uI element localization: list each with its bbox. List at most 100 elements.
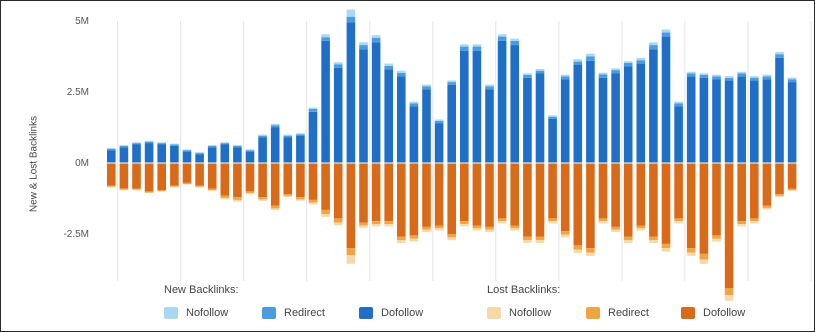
bar-lost-dofollow — [497, 163, 507, 219]
bar-lost-redirect — [321, 209, 330, 215]
bar-new-nofollow — [283, 134, 293, 136]
bar-lost-nofollow — [460, 224, 469, 227]
bar-new-nofollow — [384, 63, 393, 66]
bar-new-dofollow — [308, 111, 318, 163]
bar-new-dofollow — [333, 67, 343, 163]
bar-lost-redirect — [623, 236, 633, 241]
legend-item-new-redirect[interactable]: Redirect — [262, 307, 325, 319]
bar-lost-nofollow — [598, 221, 608, 224]
bar-lost-dofollow — [535, 163, 545, 237]
y-tick-label: 0M — [75, 158, 89, 169]
bar-lost-nofollow — [485, 229, 494, 232]
bar-lost-nofollow — [434, 228, 444, 231]
bar-new-nofollow — [636, 57, 646, 61]
bar-new-dofollow — [119, 147, 129, 163]
bar-new-redirect — [422, 86, 431, 90]
bar-new-dofollow — [220, 144, 230, 163]
bar-new-nofollow — [686, 71, 696, 74]
bar-new-dofollow — [371, 42, 381, 163]
bar-new-dofollow — [674, 106, 683, 163]
bar-new-redirect — [296, 134, 305, 136]
bar-lost-redirect — [195, 185, 204, 187]
bar-lost-dofollow — [611, 163, 620, 227]
bar-lost-nofollow — [750, 221, 759, 224]
bar-new-redirect — [775, 54, 784, 58]
bar-new-dofollow — [346, 22, 356, 164]
bar-new-redirect — [384, 65, 393, 70]
bar-new-dofollow — [397, 76, 406, 163]
bar-new-redirect — [182, 150, 192, 152]
bar-new-redirect — [724, 77, 734, 81]
bar-lost-dofollow — [107, 163, 116, 186]
legend-swatch — [586, 307, 600, 319]
bar-new-redirect — [523, 75, 532, 78]
bar-new-dofollow — [144, 143, 154, 163]
bar-lost-redirect — [686, 248, 696, 253]
bar-new-nofollow — [422, 84, 431, 87]
bar-new-nofollow — [611, 68, 620, 71]
bar-lost-dofollow — [333, 163, 343, 219]
bar-new-nofollow — [409, 101, 419, 104]
bar-lost-dofollow — [258, 163, 267, 198]
bar-new-redirect — [674, 103, 683, 107]
bar-new-nofollow — [737, 71, 746, 74]
y-tick-label: 2.5M — [67, 87, 89, 98]
bar-lost-redirect — [674, 218, 683, 222]
bar-lost-nofollow — [296, 199, 305, 201]
bar-new-nofollow — [220, 142, 230, 144]
bar-new-dofollow — [586, 60, 595, 163]
bar-new-dofollow — [245, 151, 255, 163]
bar-new-nofollow — [132, 142, 141, 144]
bar-new-nofollow — [371, 35, 381, 38]
bar-lost-redirect — [422, 226, 431, 230]
legend-label: Nofollow — [186, 307, 229, 319]
bar-lost-nofollow — [270, 208, 280, 211]
bar-new-dofollow — [649, 49, 658, 163]
bar-lost-nofollow — [548, 221, 557, 224]
bar-new-redirect — [649, 45, 658, 50]
legend-item-new-dofollow[interactable]: Dofollow — [359, 307, 423, 319]
bar-new-dofollow — [573, 65, 583, 163]
bar-new-redirect — [245, 150, 255, 152]
bar-lost-dofollow — [182, 163, 192, 183]
bar-new-nofollow — [258, 134, 267, 136]
bar-lost-dofollow — [485, 163, 494, 227]
bar-lost-nofollow — [195, 186, 204, 188]
legend-item-lost-dofollow[interactable]: Dofollow — [681, 307, 745, 319]
legend-item-lost-nofollow[interactable]: Nofollow — [487, 307, 551, 319]
bar-lost-dofollow — [144, 163, 154, 192]
bar-lost-dofollow — [699, 163, 709, 254]
bar-new-dofollow — [422, 89, 431, 163]
bar-lost-dofollow — [661, 163, 671, 244]
bar-new-nofollow — [573, 59, 583, 62]
bar-new-dofollow — [258, 137, 267, 163]
bar-new-redirect — [611, 70, 620, 74]
bar-lost-nofollow — [649, 240, 658, 243]
bar-new-nofollow — [359, 42, 368, 46]
bar-lost-redirect — [611, 226, 620, 230]
bar-lost-nofollow — [283, 195, 293, 197]
bar-new-redirect — [750, 77, 759, 81]
bar-lost-dofollow — [724, 163, 734, 288]
bar-lost-nofollow — [359, 225, 368, 228]
legend-item-new-nofollow[interactable]: Nofollow — [164, 307, 228, 319]
bar-lost-nofollow — [686, 252, 696, 256]
y-tick-label: -2.5M — [63, 229, 89, 240]
bar-lost-dofollow — [359, 163, 368, 223]
bar-new-nofollow — [233, 145, 242, 146]
bar-lost-nofollow — [573, 249, 583, 253]
legend-item-lost-redirect[interactable]: Redirect — [586, 307, 649, 319]
bar-new-nofollow — [674, 101, 683, 104]
bar-new-nofollow — [775, 52, 784, 55]
bar-lost-nofollow — [737, 224, 746, 227]
bar-lost-redirect — [384, 221, 393, 224]
bar-new-dofollow — [598, 77, 608, 163]
bar-new-nofollow — [598, 72, 608, 75]
bar-lost-nofollow — [787, 190, 797, 191]
bar-lost-dofollow — [132, 163, 141, 189]
bar-new-dofollow — [548, 119, 557, 163]
bar-lost-dofollow — [384, 163, 393, 222]
y-axis-label: New & Lost Backlinks — [28, 115, 40, 213]
bar-lost-nofollow — [107, 186, 116, 188]
bar-new-nofollow — [560, 74, 570, 77]
